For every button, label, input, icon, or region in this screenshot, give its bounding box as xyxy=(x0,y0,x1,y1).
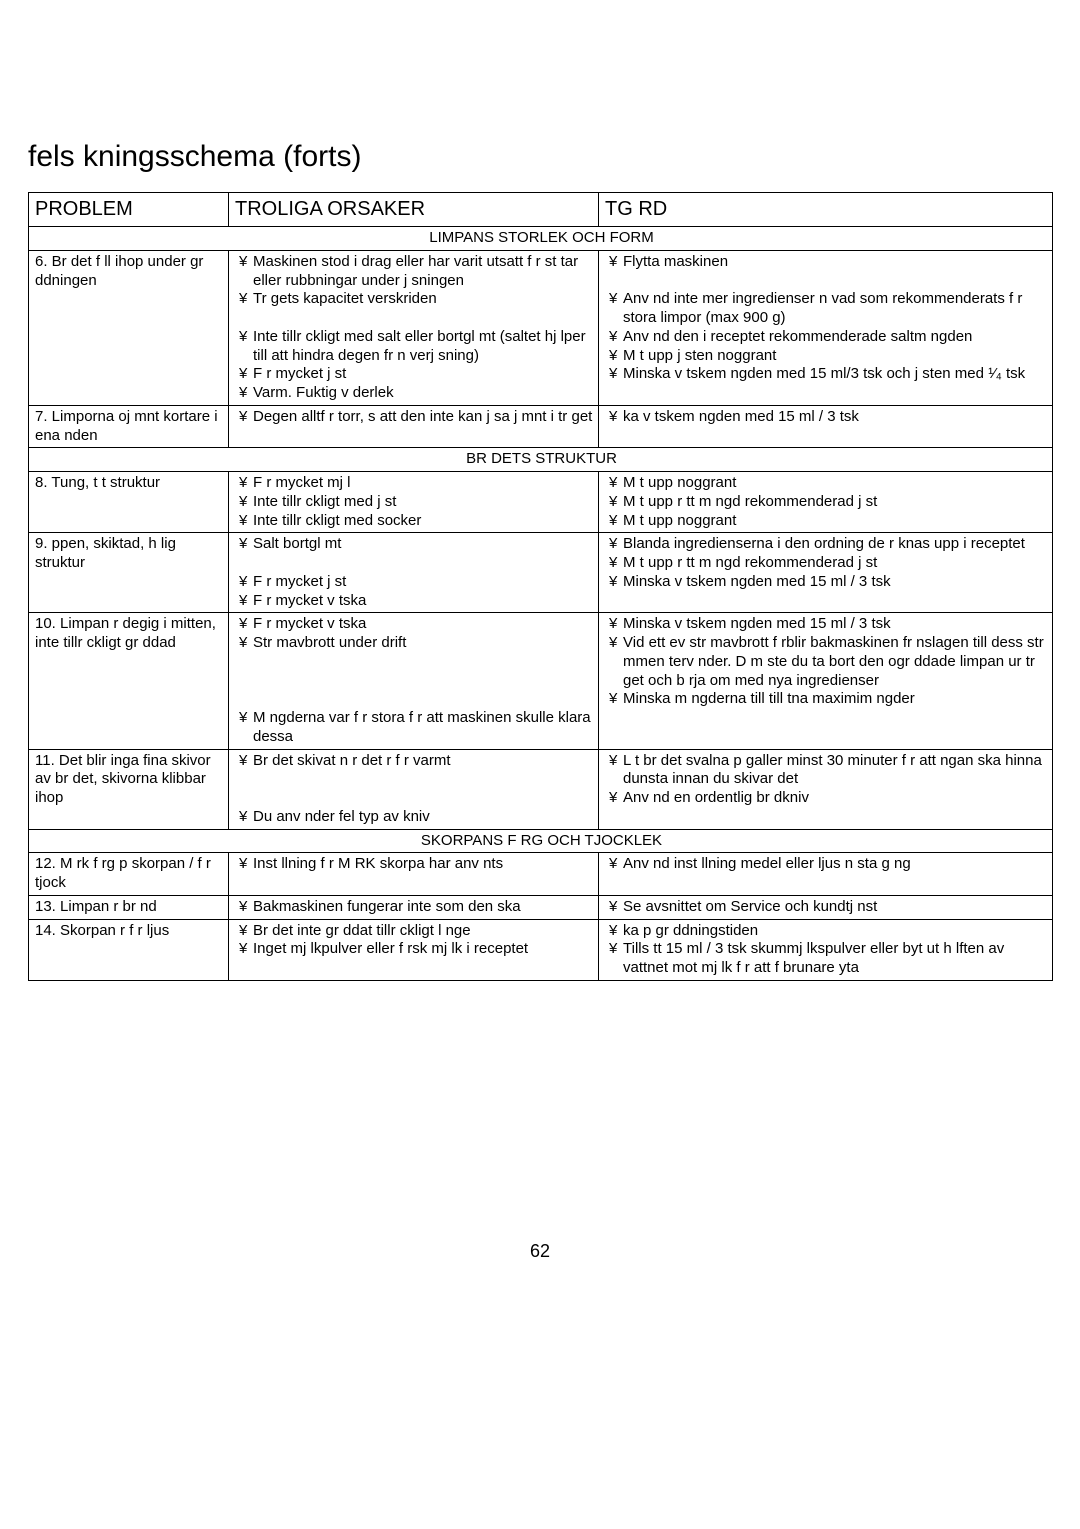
table-row: 13. Limpan r br nd¥Bakmaskinen fungerar … xyxy=(29,895,1053,919)
page-number: 62 xyxy=(28,1241,1052,1262)
cell-cause: ¥Br det skivat n r det r f r varmt ¥Du a… xyxy=(229,749,599,829)
cell-cause: ¥Degen alltf r torr, s att den inte kan … xyxy=(229,405,599,448)
cell-action: ¥Anv nd inst llning medel eller ljus n s… xyxy=(599,853,1053,896)
cell-cause: ¥Maskinen stod i drag eller har varit ut… xyxy=(229,250,599,405)
section-heading: BR DETS STRUKTUR xyxy=(29,448,1053,472)
cell-problem: 8. Tung, t t struktur xyxy=(29,472,229,533)
cell-problem: 10. Limpan r degig i mitten, inte tillr … xyxy=(29,613,229,749)
table-row: 7. Limporna oj mnt kortare i ena nden¥De… xyxy=(29,405,1053,448)
cell-action: ¥L t br det svalna p galler minst 30 min… xyxy=(599,749,1053,829)
table-row: 9. ppen, skiktad, h lig struktur¥Salt bo… xyxy=(29,533,1053,613)
cell-action: ¥ ka v tskem ngden med 15 ml / 3 tsk xyxy=(599,405,1053,448)
cell-cause: ¥Bakmaskinen fungerar inte som den ska xyxy=(229,895,599,919)
col-cause: TROLIGA ORSAKER xyxy=(229,193,599,227)
section-heading: LIMPANS STORLEK OCH FORM xyxy=(29,227,1053,251)
cell-problem: 14. Skorpan r f r ljus xyxy=(29,919,229,980)
cell-problem: 13. Limpan r br nd xyxy=(29,895,229,919)
cell-action: ¥ ka p gr ddningstiden¥Tills tt 15 ml / … xyxy=(599,919,1053,980)
table-row: 11. Det blir inga fina skivor av br det,… xyxy=(29,749,1053,829)
section-heading: SKORPANS F RG OCH TJOCKLEK xyxy=(29,829,1053,853)
cell-action: ¥Minska v tskem ngden med 15 ml / 3 tsk¥… xyxy=(599,613,1053,749)
table-row: 6. Br det f ll ihop under gr ddningen¥Ma… xyxy=(29,250,1053,405)
cell-cause: ¥Salt bortgl mt ¥F r mycket j st¥F r myc… xyxy=(229,533,599,613)
cell-action: ¥Flytta maskinen ¥Anv nd inte mer ingred… xyxy=(599,250,1053,405)
cell-cause: ¥Inst llning f r M RK skorpa har anv nts xyxy=(229,853,599,896)
cell-action: ¥M t upp noggrant¥M t upp r tt m ngd rek… xyxy=(599,472,1053,533)
cell-problem: 11. Det blir inga fina skivor av br det,… xyxy=(29,749,229,829)
cell-problem: 12. M rk f rg p skorpan / f r tjock xyxy=(29,853,229,896)
cell-cause: ¥F r mycket v tska¥Str mavbrott under dr… xyxy=(229,613,599,749)
troubleshoot-table: PROBLEM TROLIGA ORSAKER TG RD LIMPANS ST… xyxy=(28,192,1053,981)
cell-action: ¥Se avsnittet om Service och kundtj nst xyxy=(599,895,1053,919)
col-problem: PROBLEM xyxy=(29,193,229,227)
cell-problem: 9. ppen, skiktad, h lig struktur xyxy=(29,533,229,613)
cell-problem: 6. Br det f ll ihop under gr ddningen xyxy=(29,250,229,405)
table-row: 8. Tung, t t struktur¥F r mycket mj l¥In… xyxy=(29,472,1053,533)
table-row: 14. Skorpan r f r ljus¥Br det inte gr dd… xyxy=(29,919,1053,980)
cell-problem: 7. Limporna oj mnt kortare i ena nden xyxy=(29,405,229,448)
header-row: PROBLEM TROLIGA ORSAKER TG RD xyxy=(29,193,1053,227)
col-action: TG RD xyxy=(599,193,1053,227)
cell-cause: ¥Br det inte gr ddat tillr ckligt l nge¥… xyxy=(229,919,599,980)
table-row: 12. M rk f rg p skorpan / f r tjock¥Inst… xyxy=(29,853,1053,896)
cell-cause: ¥F r mycket mj l¥Inte tillr ckligt med j… xyxy=(229,472,599,533)
cell-action: ¥Blanda ingredienserna i den ordning de … xyxy=(599,533,1053,613)
table-row: 10. Limpan r degig i mitten, inte tillr … xyxy=(29,613,1053,749)
page-title: fels kningsschema (forts) xyxy=(28,140,1052,174)
